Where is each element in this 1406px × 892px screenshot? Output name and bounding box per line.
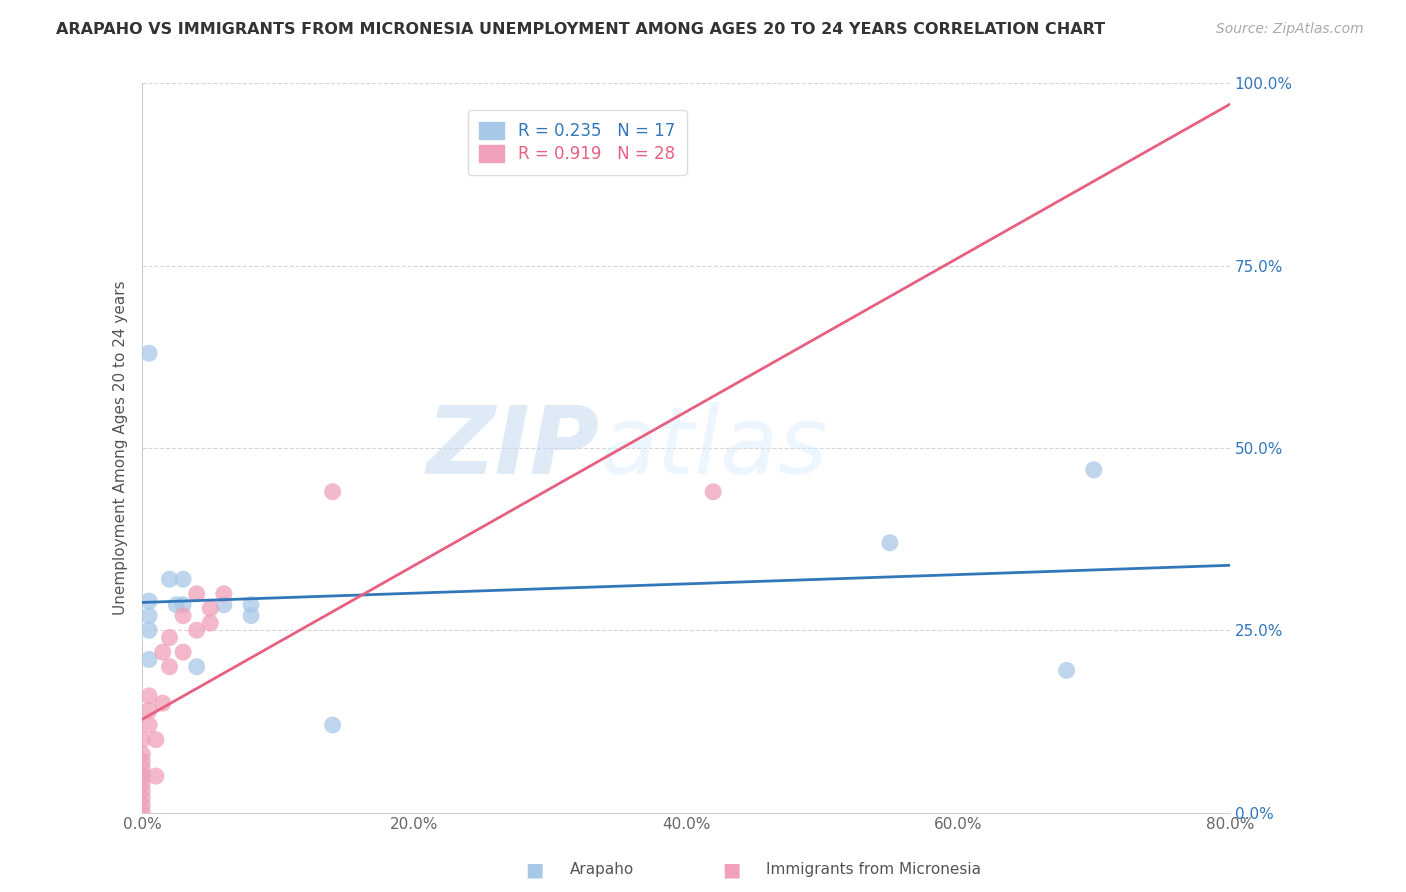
Point (131, 732, 153, 747)
Point (172, 572, 194, 586)
Point (200, 601, 222, 615)
Point (131, 776, 153, 790)
Point (159, 572, 181, 586)
Point (159, 659, 181, 673)
Point (138, 718, 160, 732)
Point (172, 598, 194, 612)
Point (138, 594, 160, 608)
Point (131, 769, 153, 783)
Point (131, 762, 153, 776)
Point (138, 652, 160, 666)
Text: ZIP: ZIP (426, 402, 599, 494)
Point (138, 608, 160, 623)
Point (165, 598, 187, 612)
Point (145, 769, 167, 783)
Point (879, 535, 901, 549)
Y-axis label: Unemployment Among Ages 20 to 24 years: Unemployment Among Ages 20 to 24 years (114, 281, 128, 615)
Point (131, 783, 153, 797)
Point (200, 615, 222, 630)
Point (186, 624, 208, 638)
Point (322, 484, 344, 499)
Point (322, 718, 344, 732)
Point (131, 747, 153, 762)
Point (212, 598, 235, 612)
Point (240, 598, 263, 612)
Text: atlas: atlas (599, 402, 827, 493)
Point (186, 587, 208, 601)
Point (138, 689, 160, 703)
Text: Source: ZipAtlas.com: Source: ZipAtlas.com (1216, 22, 1364, 37)
Point (240, 608, 263, 623)
Text: Immigrants from Micronesia: Immigrants from Micronesia (766, 863, 981, 877)
Point (138, 346, 160, 360)
Point (702, 484, 724, 499)
Point (186, 659, 208, 673)
Text: Arapaho: Arapaho (569, 863, 634, 877)
Point (152, 645, 174, 659)
Text: ■: ■ (721, 860, 741, 880)
Point (131, 805, 153, 820)
Text: ARAPAHO VS IMMIGRANTS FROM MICRONESIA UNEMPLOYMENT AMONG AGES 20 TO 24 YEARS COR: ARAPAHO VS IMMIGRANTS FROM MICRONESIA UN… (56, 22, 1105, 37)
Point (131, 798, 153, 813)
Legend: R = 0.235   N = 17, R = 0.919   N = 28: R = 0.235 N = 17, R = 0.919 N = 28 (468, 110, 686, 175)
Point (172, 608, 194, 623)
Point (172, 645, 194, 659)
Point (1083, 463, 1105, 477)
Point (131, 755, 153, 769)
Point (138, 703, 160, 717)
Point (152, 696, 174, 710)
Point (138, 624, 160, 638)
Point (1056, 664, 1078, 678)
Point (145, 732, 167, 747)
Point (212, 587, 235, 601)
Point (159, 631, 181, 645)
Text: ■: ■ (524, 860, 544, 880)
Point (131, 791, 153, 805)
